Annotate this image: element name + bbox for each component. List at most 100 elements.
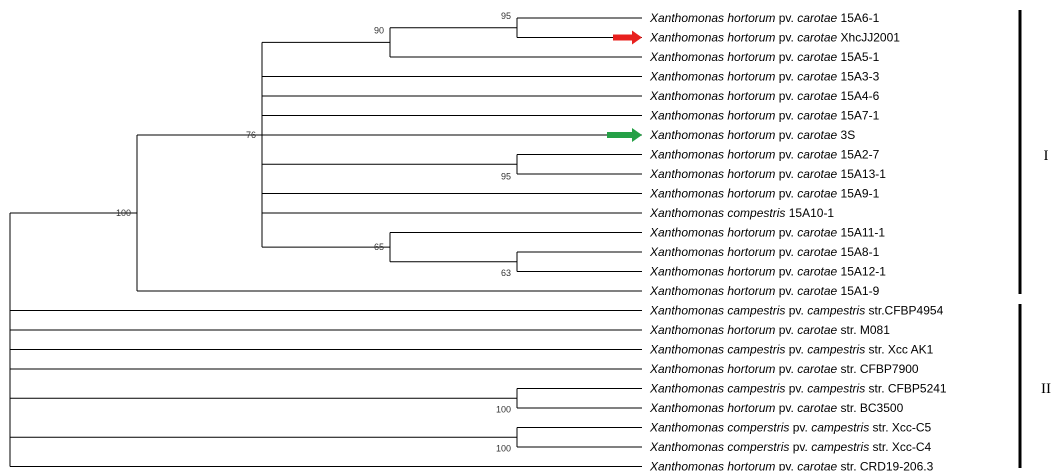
leaf-species: Xanthomonas hortorum [649,460,775,471]
leaf-pv: pv. [775,187,793,201]
leaf-species: Xanthomonas hortorum [649,31,775,45]
leaf-label: Xanthomonas hortorum pv. carotae 15A6-1 [649,11,880,25]
leaf-pathovar: carotae [794,245,838,259]
leaf-label: Xanthomonas hortorum pv. carotae 15A12-1 [649,265,886,279]
leaf-pathovar: carotae [794,70,838,84]
leaf-pv: pv. [775,226,793,240]
leaf-label: Xanthomonas hortorum pv. carotae 15A5-1 [649,50,880,64]
leaf-strain: str. Xcc AK1 [865,343,933,357]
leaf-strain: 15A1-9 [837,284,879,298]
leaf-pathovar: carotae [794,265,838,279]
leaf-pathovar: carotae [794,401,838,415]
leaf-strain: str. Xcc-C5 [869,421,931,435]
leaf-label: Xanthomonas hortorum pv. carotae 15A4-6 [649,89,880,103]
highlight-arrows [607,30,642,142]
leaf-species: Xanthomonas hortorum [649,284,775,298]
leaf-strain: XhcJJ2001 [837,31,900,45]
leaf-pv: pv. [775,50,793,64]
leaf-species: Xanthomonas hortorum [649,401,775,415]
leaf-pathovar: carotae [794,167,838,181]
leaf-pv: pv. [775,109,793,123]
leaf-pv: pv. [785,343,803,357]
leaf-strain: 15A12-1 [837,265,886,279]
leaf-label: Xanthomonas hortorum pv. carotae 15A7-1 [649,109,880,123]
leaf-label: Xanthomonas hortorum pv. carotae str. BC… [649,401,904,415]
leaf-pathovar: campestris [804,304,865,318]
leaf-pv: pv. [789,421,807,435]
leaf-species: Xanthomonas hortorum [649,148,775,162]
leaf-label: Xanthomonas campestris pv. campestris st… [649,343,934,357]
leaf-label: Xanthomonas hortorum pv. carotae str. CR… [649,460,934,471]
arrow-right-icon [607,128,642,142]
leaf-pathovar: carotae [794,89,838,103]
leaf-strain: 15A6-1 [837,11,879,25]
leaf-label: Xanthomonas comperstris pv. campestris s… [649,421,932,435]
bootstrap-n90: 90 [374,25,384,35]
leaf-strain: str. BC3500 [837,401,903,415]
leaf-labels: Xanthomonas hortorum pv. carotae 15A6-1X… [649,11,947,471]
leaf-pathovar: carotae [794,362,838,376]
leaf-pathovar: carotae [794,323,838,337]
leaf-pv: pv. [775,245,793,259]
leaf-strain: 15A3-3 [837,70,879,84]
leaf-pv: pv. [775,128,793,142]
clade-label-1: I [1044,148,1049,164]
leaf-species: Xanthomonas hortorum [649,109,775,123]
bootstrap-n100c: 100 [496,443,511,453]
leaf-pv: pv. [775,265,793,279]
leaf-strain: str. CFBP5241 [865,382,947,396]
leaf-strain: str. CFBP7900 [837,362,919,376]
leaf-species: Xanthomonas hortorum [649,323,775,337]
leaf-pv: pv. [775,401,793,415]
leaf-pv: pv. [775,323,793,337]
leaf-pathovar: carotae [794,11,838,25]
leaf-pv: pv. [775,148,793,162]
leaf-pv: pv. [775,11,793,25]
leaf-species: Xanthomonas hortorum [649,70,775,84]
bootstrap-n100a: 100 [116,208,131,218]
leaf-strain: 15A5-1 [837,50,879,64]
leaf-pv: pv. [775,284,793,298]
leaf-species: Xanthomonas hortorum [649,89,775,103]
leaf-strain: 15A4-6 [837,89,879,103]
leaf-label: Xanthomonas campestris pv. campestris st… [649,304,944,318]
leaf-pv: pv. [775,31,793,45]
bootstrap-n65: 65 [374,242,384,252]
leaf-strain: 15A8-1 [837,245,879,259]
leaf-pathovar: carotae [794,128,838,142]
leaf-strain: str. CRD19-206.3 [837,460,933,471]
leaf-species: Xanthomonas compestris [649,206,785,220]
leaf-label: Xanthomonas hortorum pv. carotae 15A1-9 [649,284,880,298]
bootstrap-n76: 76 [246,130,256,140]
clade-label-2: II [1041,381,1051,397]
bootstrap-n95a: 95 [501,11,511,21]
leaf-pv: pv. [775,89,793,103]
leaf-pathovar: carotae [794,31,838,45]
leaf-species: Xanthomonas hortorum [649,265,775,279]
arrow-right-icon [613,30,642,45]
leaf-label: Xanthomonas comperstris pv. campestris s… [649,440,932,454]
leaf-strain: 15A2-7 [837,148,879,162]
leaf-label: Xanthomonas hortorum pv. carotae 15A2-7 [649,148,880,162]
leaf-pv: pv. [775,70,793,84]
leaf-label: Xanthomonas hortorum pv. carotae 15A9-1 [649,187,880,201]
leaf-label: Xanthomonas hortorum pv. carotae 3S [649,128,855,142]
leaf-species: Xanthomonas hortorum [649,245,775,259]
leaf-pathovar: campestris [808,421,869,435]
leaf-label: Xanthomonas hortorum pv. carotae 15A11-1 [649,226,885,240]
leaf-species: Xanthomonas comperstris [649,440,789,454]
leaf-strain: str. M081 [837,323,890,337]
leaf-pv: pv. [775,167,793,181]
leaf-species: Xanthomonas hortorum [649,11,775,25]
leaf-species: Xanthomonas hortorum [649,50,775,64]
leaf-species: Xanthomonas campestris [649,304,785,318]
leaf-label: Xanthomonas hortorum pv. carotae 15A13-1 [649,167,886,181]
leaf-label: Xanthomonas campestris pv. campestris st… [649,382,947,396]
leaf-pathovar: carotae [794,187,838,201]
bootstrap-n95b: 95 [501,171,511,181]
leaf-pathovar: carotae [794,284,838,298]
leaf-species: Xanthomonas hortorum [649,128,775,142]
leaf-label: Xanthomonas hortorum pv. carotae str. M0… [649,323,890,337]
leaf-pathovar: carotae [794,50,838,64]
